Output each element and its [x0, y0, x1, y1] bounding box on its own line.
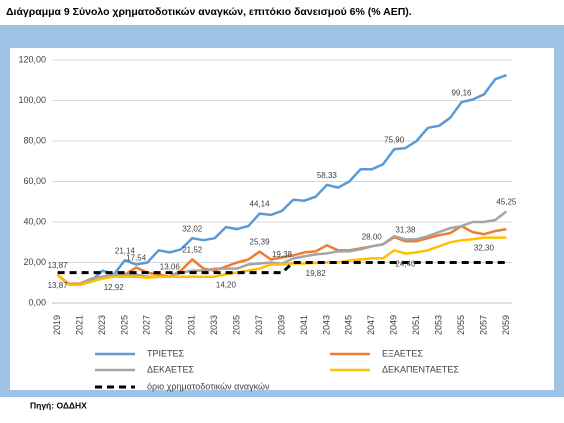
x-tick-label: 2039 [276, 315, 286, 335]
y-tick-label: 60,00 [23, 176, 46, 186]
legend-label: όριο χρηματοδοτικών αναγκών [147, 381, 270, 391]
x-tick-label: 2025 [119, 315, 129, 335]
x-tick-label: 2057 [478, 315, 488, 335]
y-tick-label: 40,00 [23, 216, 46, 226]
legend-label: ΔΕΚΑΠΕΝΤΑΕΤΕΣ [382, 364, 459, 374]
data-label: 17,54 [126, 254, 147, 263]
x-tick-label: 2037 [254, 315, 264, 335]
data-label: 25,39 [250, 238, 271, 247]
x-tick-label: 2019 [52, 315, 62, 335]
data-label: 24,40 [395, 260, 416, 269]
x-tick-label: 2035 [231, 315, 241, 335]
data-label: 45,25 [496, 197, 517, 206]
x-tick-label: 2047 [366, 315, 376, 335]
x-tick-label: 2033 [209, 315, 219, 335]
y-tick-label: 100,00 [18, 95, 46, 105]
data-label: 19,82 [306, 269, 327, 278]
series-line [56, 236, 507, 287]
data-label: 99,16 [451, 88, 472, 97]
legend-label: ΕΞΑΕΤΕΣ [382, 348, 423, 358]
data-label: 12,92 [104, 283, 125, 292]
chart-title: Διάγραμμα 9 Σύνολο χρηματοδοτικών αναγκώ… [6, 6, 412, 18]
x-tick-label: 2031 [187, 315, 197, 335]
x-tick-label: 2049 [389, 315, 399, 335]
y-tick-label: 120,00 [18, 54, 46, 64]
data-label: 13,87 [48, 281, 69, 290]
x-tick-label: 2021 [74, 315, 84, 335]
series-line [57, 261, 507, 275]
x-tick-label: 2027 [142, 315, 152, 335]
y-tick-label: 80,00 [23, 135, 46, 145]
x-tick-label: 2045 [344, 315, 354, 335]
data-label: 32,30 [474, 244, 495, 253]
legend-label: ΔΕΚΑΕΤΕΣ [147, 364, 195, 374]
x-tick-label: 2041 [299, 315, 309, 335]
x-tick-label: 2059 [501, 315, 511, 335]
legend-label: ΤΡΙΕΤΕΣ [147, 348, 185, 358]
data-label: 21,14 [115, 246, 136, 255]
data-label: 58,33 [317, 171, 338, 180]
data-label: 31,38 [395, 226, 416, 235]
x-tick-label: 2023 [97, 315, 107, 335]
x-tick-label: 2051 [411, 315, 421, 335]
series-line [56, 74, 507, 287]
x-tick-label: 2029 [164, 315, 174, 335]
chart-area [10, 48, 554, 390]
x-tick-label: 2053 [433, 315, 443, 335]
data-label: 13,87 [48, 261, 69, 270]
y-tick-label: 0,00 [28, 297, 46, 307]
data-label: 14,20 [216, 280, 237, 289]
source: Πηγή: ΟΔΔΗΧ [30, 400, 87, 410]
data-label: 44,14 [250, 200, 271, 209]
x-tick-label: 2055 [456, 315, 466, 335]
data-label: 32,02 [182, 224, 203, 233]
data-label: 75,90 [384, 135, 405, 144]
x-tick-label: 2043 [321, 315, 331, 335]
y-tick-label: 20,00 [23, 257, 46, 267]
data-label: 21,52 [182, 246, 203, 255]
data-label: 28,00 [362, 232, 383, 241]
data-label: 13,06 [160, 263, 181, 272]
data-label: 19,38 [272, 250, 293, 259]
series-line [56, 224, 507, 286]
